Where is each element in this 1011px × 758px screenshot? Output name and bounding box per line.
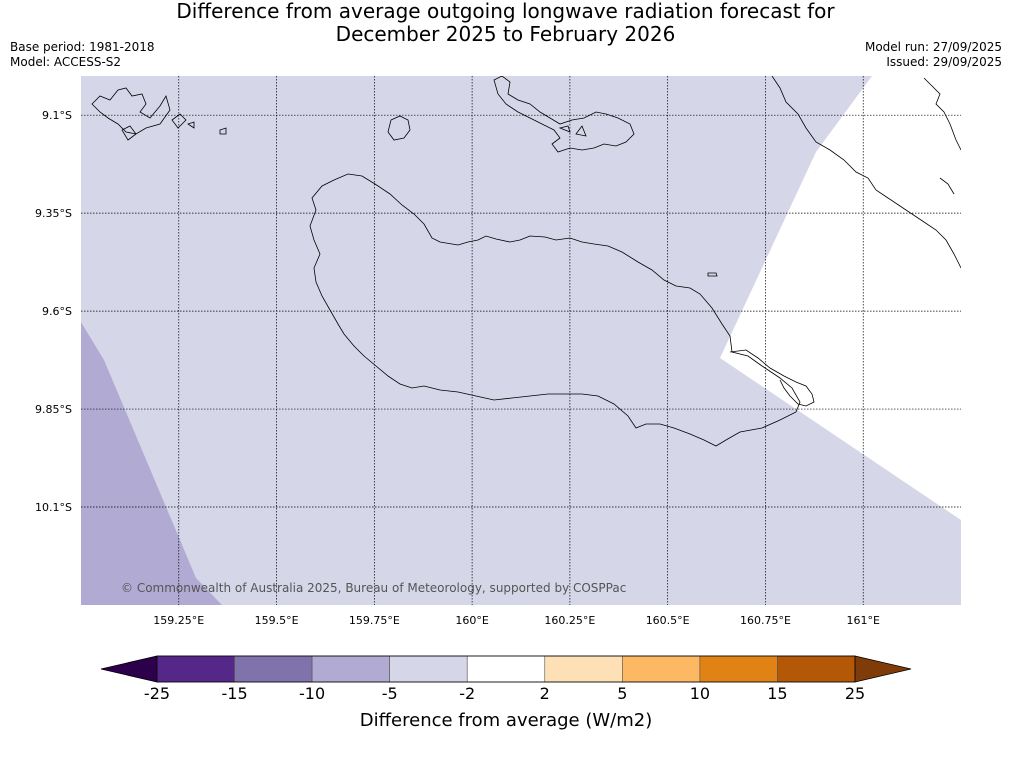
meta-right: Model run: 27/09/2025 Issued: 29/09/2025 xyxy=(865,40,1002,70)
colorbar-swatch xyxy=(622,655,701,683)
lat-tick-label: 9.6°S xyxy=(42,305,72,318)
lon-tick-label: 159.25°E xyxy=(153,614,204,627)
lon-tick-label: 160.25°E xyxy=(544,614,595,627)
colorbar-swatch xyxy=(156,655,235,683)
lon-tick-label: 159.75°E xyxy=(349,614,400,627)
lon-tick-label: 160.75°E xyxy=(740,614,791,627)
colorbar-tick-label: -2 xyxy=(459,684,475,703)
lon-tick-label: 161°E xyxy=(846,614,879,627)
model-text: Model: ACCESS-S2 xyxy=(10,55,122,69)
colorbar-tick-label: 15 xyxy=(767,684,787,703)
colorbar-swatch xyxy=(777,655,856,683)
coastline-east-cape xyxy=(729,349,815,407)
chart-title: Difference from average outgoing longwav… xyxy=(0,0,1011,46)
lat-tick-label: 9.35°S xyxy=(35,207,72,220)
colorbar-tick-label: 10 xyxy=(690,684,710,703)
lon-tick-label: 159.5°E xyxy=(255,614,299,627)
colorbar-swatch xyxy=(699,655,778,683)
lat-tick-label: 10.1°S xyxy=(35,501,72,514)
meta-left: Base period: 1981-2018 Model: ACCESS-S2 xyxy=(10,40,155,70)
colorbar-swatch xyxy=(234,655,313,683)
graticule xyxy=(81,76,961,605)
colorbar-swatch xyxy=(389,655,468,683)
title-line-2: December 2025 to February 2026 xyxy=(335,22,676,46)
base-period-text: Base period: 1981-2018 xyxy=(10,40,155,54)
coastlines xyxy=(91,76,961,447)
lat-tick-label: 9.85°S xyxy=(35,403,72,416)
issued-text: Issued: 29/09/2025 xyxy=(886,55,1002,69)
model-run-text: Model run: 27/09/2025 xyxy=(864,40,1002,54)
colorbar-tick-label: -15 xyxy=(221,684,247,703)
colorbar-swatch xyxy=(544,655,623,683)
colorbar-over-extension xyxy=(854,655,912,683)
lon-tick-label: 160°E xyxy=(455,614,488,627)
coastline-malaita xyxy=(771,76,961,269)
map-area: © Commonwealth of Australia 2025, Bureau… xyxy=(81,76,961,605)
colorbar-tick-label: 2 xyxy=(540,684,550,703)
colorbar-outline xyxy=(156,655,856,683)
colorbar-swatch xyxy=(466,655,546,683)
colorbar: -25 -15 -10 -5 -2 2 5 10 15 25 xyxy=(100,655,912,703)
title-line-1: Difference from average outgoing longwav… xyxy=(176,0,835,23)
colorbar-title: Difference from average (W/m2) xyxy=(360,710,652,731)
lon-tick-label: 160.5°E xyxy=(646,614,690,627)
anomaly-fill-medium xyxy=(81,322,222,605)
colorbar-tick-label: 5 xyxy=(617,684,627,703)
longitude-labels: 159.25°E 159.5°E 159.75°E 160°E 160.25°E 160.… xyxy=(153,614,880,627)
colorbar-tick-label: 25 xyxy=(845,684,865,703)
coastline-small-island xyxy=(387,115,411,141)
colorbar-under-extension xyxy=(100,655,158,683)
colorbar-swatch xyxy=(311,655,390,683)
lat-tick-label: 9.1°S xyxy=(42,109,72,122)
coastline-islet xyxy=(707,272,718,277)
copyright-notice: © Commonwealth of Australia 2025, Bureau… xyxy=(121,581,626,595)
colorbar-tick-label: -10 xyxy=(299,684,325,703)
latitude-labels: 9.1°S 9.35°S 9.6°S 9.85°S 10.1°S xyxy=(35,109,72,514)
coastline-russell-islands xyxy=(91,87,227,141)
colorbar-tick-label: -25 xyxy=(144,684,170,703)
coastline-nggela-islands xyxy=(493,76,635,153)
coastline-guadalcanal xyxy=(309,173,801,447)
colorbar-tick-label: -5 xyxy=(382,684,398,703)
